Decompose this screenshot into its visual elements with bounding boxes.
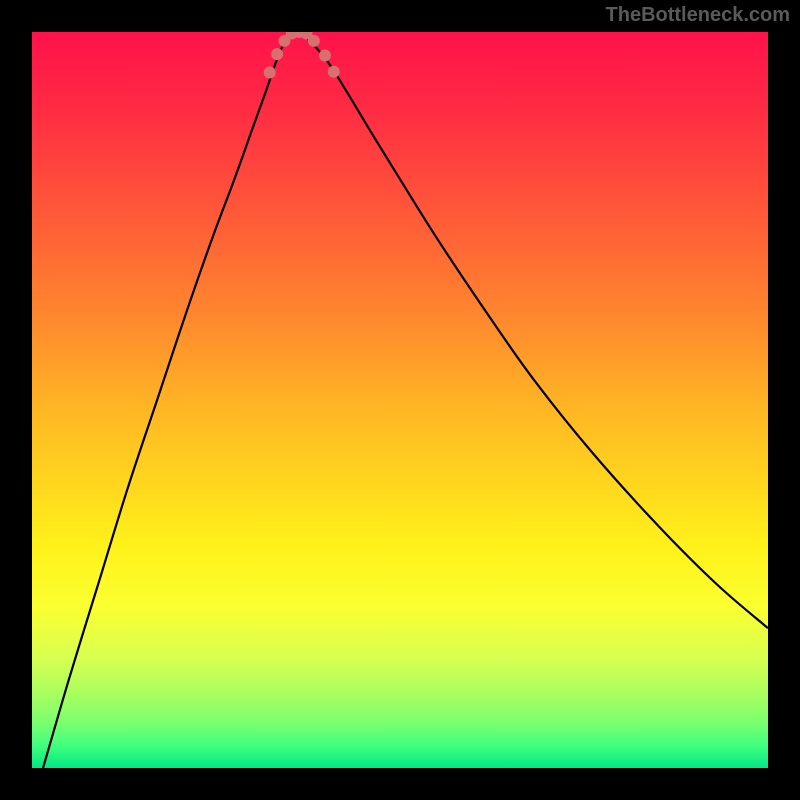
curve-right	[297, 32, 768, 628]
plot-area	[32, 32, 768, 768]
data-point	[271, 48, 283, 60]
data-point	[328, 66, 340, 78]
data-point	[319, 50, 331, 62]
watermark-text: TheBottleneck.com	[606, 4, 790, 27]
curve-overlay	[32, 32, 768, 768]
data-point	[264, 66, 276, 78]
curve-left	[43, 32, 297, 768]
dots-group	[264, 32, 340, 78]
data-point	[308, 35, 320, 47]
chart-container: TheBottleneck.com	[0, 0, 800, 800]
